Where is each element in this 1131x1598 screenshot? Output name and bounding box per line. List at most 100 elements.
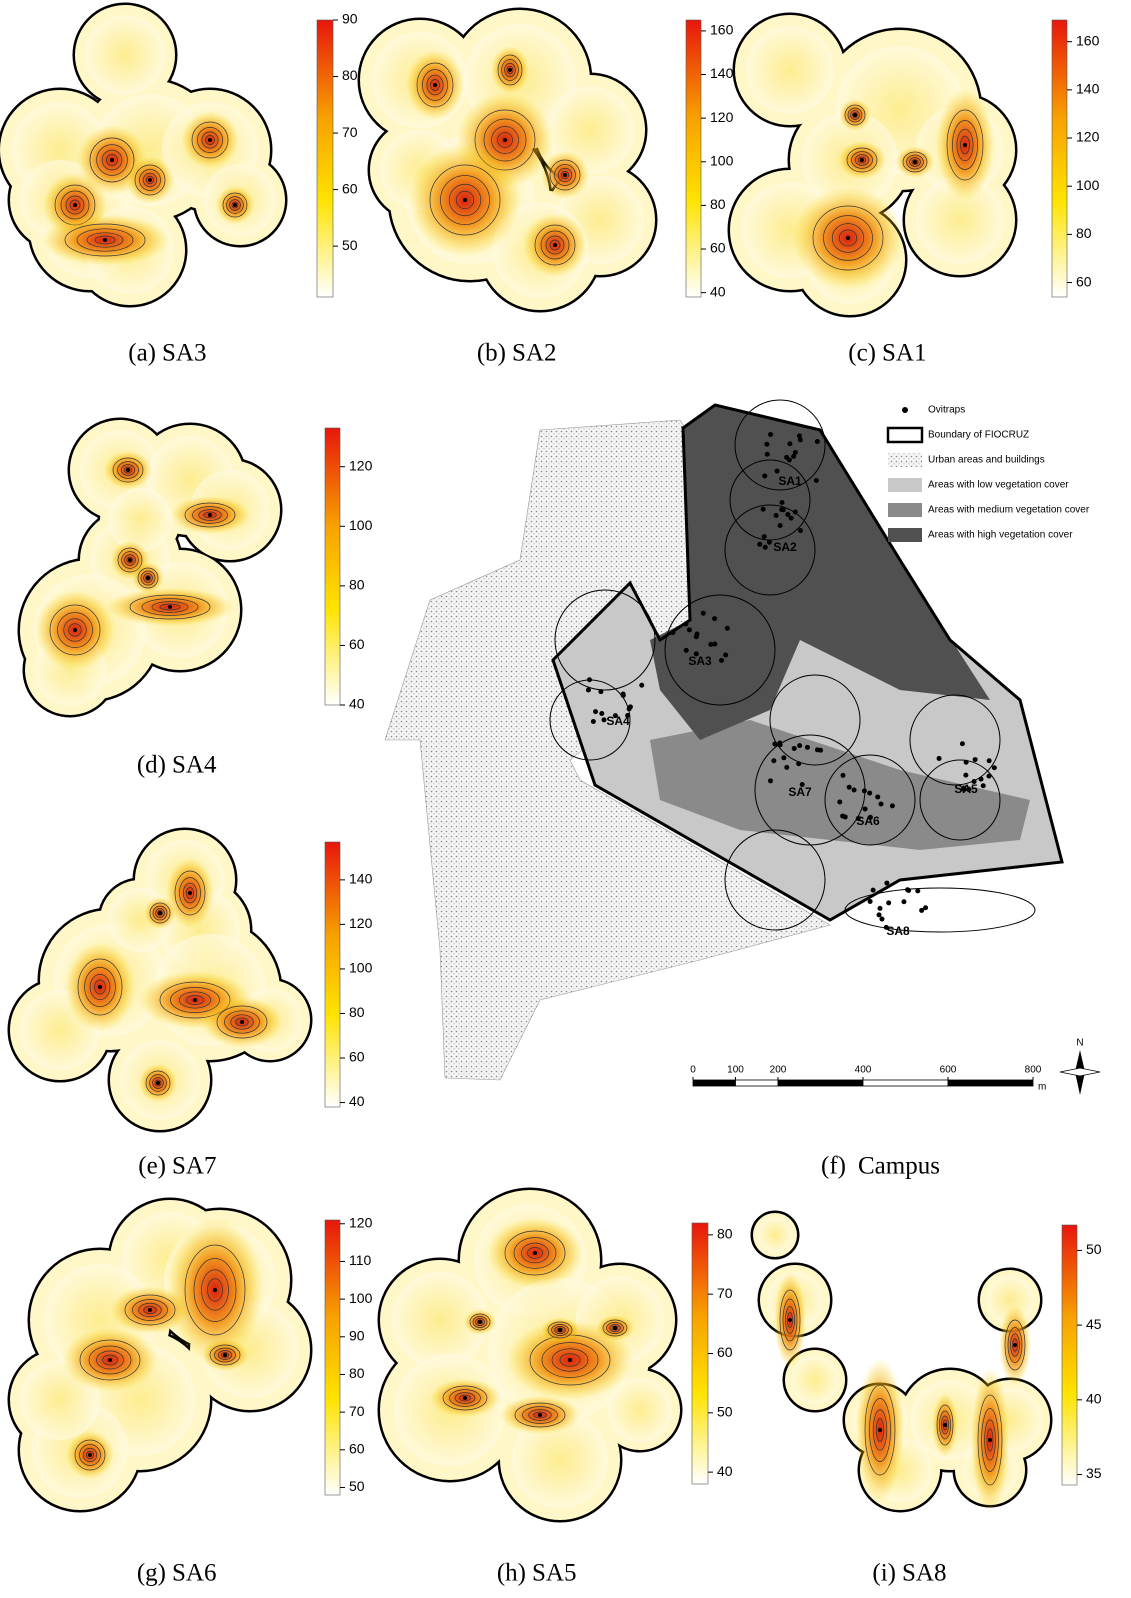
panel-name: SA5 bbox=[532, 1560, 576, 1587]
legend-label: Urban areas and buildings bbox=[928, 455, 1045, 466]
colorbar-tick-label: 80 bbox=[342, 67, 358, 83]
ovitrap bbox=[764, 442, 769, 447]
ovitrap bbox=[538, 1413, 542, 1417]
ovitrap bbox=[815, 747, 820, 752]
colorbar-tick-label: 140 bbox=[349, 871, 373, 887]
ovitrap bbox=[878, 1428, 882, 1432]
ovitrap bbox=[890, 803, 895, 808]
ovitrap bbox=[639, 683, 644, 688]
ovitrap bbox=[913, 160, 917, 164]
ovitrap bbox=[992, 765, 997, 770]
ovitrap bbox=[875, 794, 880, 799]
colorbar-tick-label: 80 bbox=[717, 1226, 733, 1242]
ovitrap bbox=[628, 704, 633, 709]
ovitrap bbox=[777, 741, 782, 746]
ovitrap bbox=[687, 627, 692, 632]
colorbar bbox=[325, 1220, 340, 1495]
ovitrap bbox=[73, 628, 77, 632]
ovitrap bbox=[871, 888, 876, 893]
ovitrap bbox=[723, 653, 728, 658]
colorbar-tick-label: 70 bbox=[349, 1403, 365, 1419]
scale-segment bbox=[693, 1080, 736, 1086]
colorbar-tick-label: 40 bbox=[710, 283, 726, 299]
ovitrap bbox=[591, 719, 596, 724]
ovitrap bbox=[778, 523, 783, 528]
ovitrap bbox=[852, 787, 857, 792]
colorbar-tick-label: 90 bbox=[342, 11, 358, 27]
ovitrap bbox=[847, 785, 852, 790]
ovitrap bbox=[762, 473, 767, 478]
ovitrap bbox=[433, 83, 437, 87]
ovitrap bbox=[988, 1438, 992, 1442]
colorbar-tick-label: 120 bbox=[710, 109, 734, 125]
ovitrap bbox=[757, 542, 762, 547]
ovitrap bbox=[148, 1308, 152, 1312]
colorbar-tick-label: 60 bbox=[349, 1049, 365, 1065]
ovitrap bbox=[788, 1318, 792, 1322]
surface bbox=[757, 1217, 792, 1252]
colorbar-tick-label: 40 bbox=[349, 1093, 365, 1109]
area-label: SA6 bbox=[856, 814, 880, 828]
colorbar-tick-label: 80 bbox=[710, 196, 726, 212]
area-label: SA4 bbox=[606, 714, 630, 728]
colorbar-tick-label: 80 bbox=[349, 1004, 365, 1020]
panel-name: SA6 bbox=[172, 1560, 216, 1587]
panel-name: SA8 bbox=[902, 1560, 946, 1587]
ovitrap bbox=[868, 899, 873, 904]
ovitrap bbox=[943, 1423, 947, 1427]
colorbar-tick-label: 120 bbox=[349, 1214, 373, 1230]
ovitrap bbox=[463, 1396, 467, 1400]
ovitrap bbox=[789, 516, 794, 521]
ovitrap bbox=[815, 439, 820, 444]
colorbar-tick-label: 50 bbox=[342, 237, 358, 253]
buffer-outline bbox=[845, 888, 1035, 932]
ovitrap bbox=[128, 558, 132, 562]
panel-name: SA7 bbox=[172, 1153, 216, 1180]
ovitrap bbox=[761, 507, 766, 512]
legend-label: Ovitraps bbox=[928, 405, 965, 416]
ovitrap bbox=[792, 746, 797, 751]
ovitrap bbox=[701, 611, 706, 616]
colorbar-tick-label: 140 bbox=[710, 65, 734, 81]
ovitrap bbox=[586, 687, 591, 692]
ovitrap bbox=[695, 631, 700, 636]
ovitrap bbox=[784, 765, 789, 770]
ovitrap bbox=[613, 1326, 617, 1330]
ovitrap bbox=[599, 711, 604, 716]
ovitrap bbox=[88, 1453, 92, 1457]
kriging-map bbox=[10, 1200, 310, 1510]
surface bbox=[791, 1356, 839, 1404]
ovitrap bbox=[1013, 1343, 1017, 1347]
colorbar-tick-label: 80 bbox=[349, 1365, 365, 1381]
colorbar-tick-label: 120 bbox=[1076, 129, 1100, 145]
ovitrap bbox=[877, 912, 882, 917]
kriging-map bbox=[360, 10, 655, 310]
ovitrap bbox=[146, 576, 150, 580]
panel-name: SA2 bbox=[512, 340, 556, 367]
ovitrap bbox=[867, 791, 872, 796]
colorbar-tick-label: 50 bbox=[1086, 1241, 1102, 1257]
ovitrap bbox=[963, 143, 967, 147]
ovitrap bbox=[593, 709, 598, 714]
colorbar bbox=[325, 842, 340, 1107]
legend-symbol bbox=[888, 478, 922, 492]
scale-segment bbox=[948, 1080, 1033, 1086]
ovitrap bbox=[712, 616, 717, 621]
figure: SA1SA2SA3SA4SA7SA6SA5SA8 5060708090(a)SA… bbox=[0, 0, 1131, 1598]
scale-label: 800 bbox=[1025, 1065, 1042, 1076]
surface bbox=[85, 15, 165, 95]
ovitrap bbox=[98, 985, 102, 989]
ovitrap bbox=[73, 203, 77, 207]
kriging-map bbox=[753, 1213, 1050, 1512]
ovitrap bbox=[684, 648, 689, 653]
colorbar-tick-label: 35 bbox=[1086, 1465, 1102, 1481]
scale-label: 0 bbox=[690, 1065, 696, 1076]
surface bbox=[608, 1378, 672, 1442]
ovitrap bbox=[763, 545, 768, 550]
legend-symbol bbox=[888, 453, 922, 467]
ovitrap bbox=[712, 642, 717, 647]
ovitrap bbox=[805, 745, 810, 750]
colorbar-tick-label: 60 bbox=[710, 240, 726, 256]
legend-label: Boundary of FIOCRUZ bbox=[928, 430, 1029, 441]
